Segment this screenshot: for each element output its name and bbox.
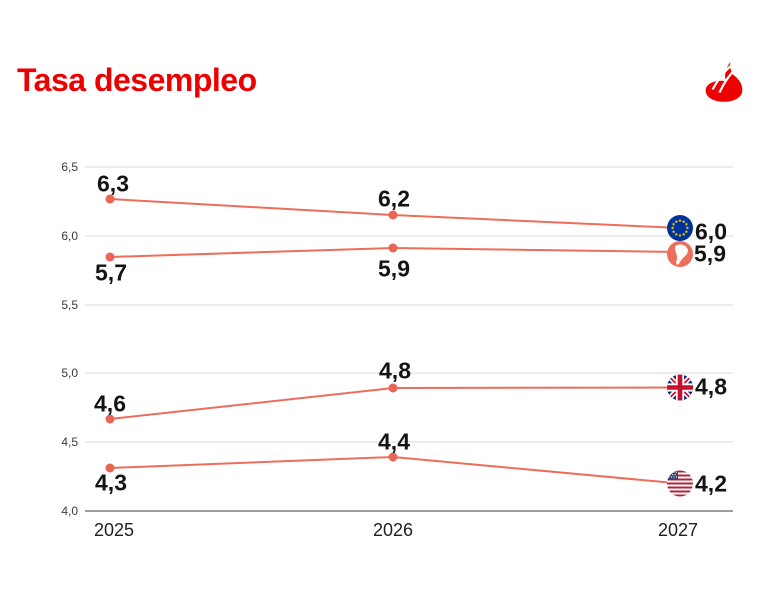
eu-flag-icon bbox=[667, 215, 693, 241]
data-points bbox=[105, 194, 398, 473]
value-label-uk-2025: 4,6 bbox=[94, 390, 126, 417]
latam-map-icon bbox=[667, 241, 693, 267]
santander-flame-icon bbox=[705, 61, 743, 102]
value-label-us-2026: 4,4 bbox=[378, 428, 410, 455]
value-label-eurozone-2027: 6,0 bbox=[695, 218, 727, 245]
value-label-us-2025: 4,3 bbox=[95, 469, 127, 496]
x-tick-2025: 2025 bbox=[93, 520, 135, 540]
x-tick-2027: 2027 bbox=[657, 520, 699, 540]
value-label-latam-2025: 5,7 bbox=[95, 259, 127, 286]
line-uk bbox=[109, 386, 681, 420]
value-label-latam-2026: 5,9 bbox=[378, 255, 410, 282]
value-label-us-2027: 4,2 bbox=[695, 470, 727, 497]
y-tick-4-5: 4,5 bbox=[61, 435, 78, 449]
uk-flag-icon bbox=[667, 374, 693, 401]
gridlines bbox=[85, 166, 733, 443]
value-label-uk-2027: 4,8 bbox=[695, 373, 727, 400]
y-tick-5-5: 5,5 bbox=[61, 298, 78, 312]
value-label-eurozone-2026: 6,2 bbox=[378, 185, 410, 212]
y-tick-4-0: 4,0 bbox=[61, 504, 78, 518]
value-label-latam-2027: 5,9 bbox=[694, 240, 726, 267]
page-title: Tasa desempleo bbox=[17, 62, 257, 98]
y-tick-6-5: 6,5 bbox=[61, 160, 78, 174]
value-label-uk-2026: 4,8 bbox=[379, 357, 411, 384]
value-label-eurozone-2025: 6,3 bbox=[97, 170, 129, 197]
us-flag-icon bbox=[667, 470, 693, 497]
x-tick-2026: 2026 bbox=[372, 520, 414, 540]
y-tick-5-0: 5,0 bbox=[61, 366, 78, 380]
y-tick-6-0: 6,0 bbox=[61, 229, 78, 243]
